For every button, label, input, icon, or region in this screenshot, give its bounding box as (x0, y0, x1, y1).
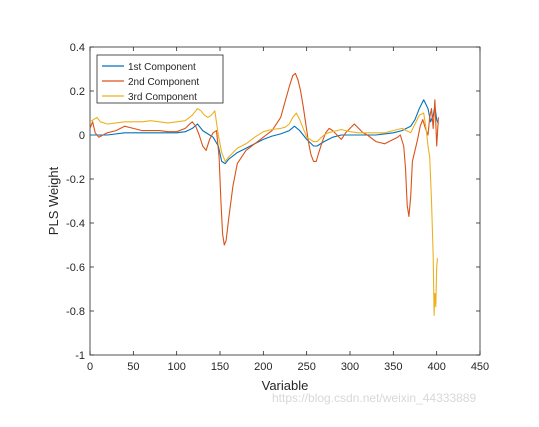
x-tick-label: 100 (167, 361, 185, 373)
x-tick-label: 400 (427, 361, 445, 373)
axis-ticks: 0 50 100 150 200 250 300 350 400 450 -1 -0.8 -0.6 -0.… (66, 42, 489, 373)
y-tick-label: 0.4 (70, 42, 85, 54)
x-tick-label: 50 (127, 361, 139, 373)
legend-label-2: 2nd Component (128, 77, 199, 88)
series-line-1 (90, 99, 439, 165)
legend: 1st Component 2nd Component 3rd Component (96, 54, 224, 104)
series-line-3 (89, 108, 439, 316)
y-tick-label: -0.8 (66, 306, 85, 318)
y-tick-label: 0 (79, 130, 85, 142)
x-tick-label: 450 (471, 361, 489, 373)
y-tick-label: 0.2 (70, 86, 85, 98)
watermark: https://blog.csdn.net/weixin_44333889 (272, 391, 477, 405)
x-tick-label: 150 (211, 361, 229, 373)
x-tick-label: 250 (297, 361, 315, 373)
series-lines (89, 72, 439, 316)
x-tick-label: 350 (384, 361, 402, 373)
y-tick-label: -0.6 (66, 262, 85, 274)
x-axis-label: Variable (262, 378, 309, 393)
series-line-2 (89, 72, 439, 246)
legend-label-3: 3rd Component (128, 92, 197, 103)
y-tick-label: -1 (75, 350, 85, 362)
x-tick-label: 200 (254, 361, 272, 373)
legend-box (96, 54, 224, 104)
x-tick-label: 0 (87, 361, 93, 373)
y-tick-label: -0.2 (66, 174, 85, 186)
x-tick-label: 300 (341, 361, 359, 373)
legend-label-1: 1st Component (128, 62, 196, 73)
y-tick-label: -0.4 (66, 218, 85, 230)
y-axis-label: PLS Weight (46, 166, 61, 235)
